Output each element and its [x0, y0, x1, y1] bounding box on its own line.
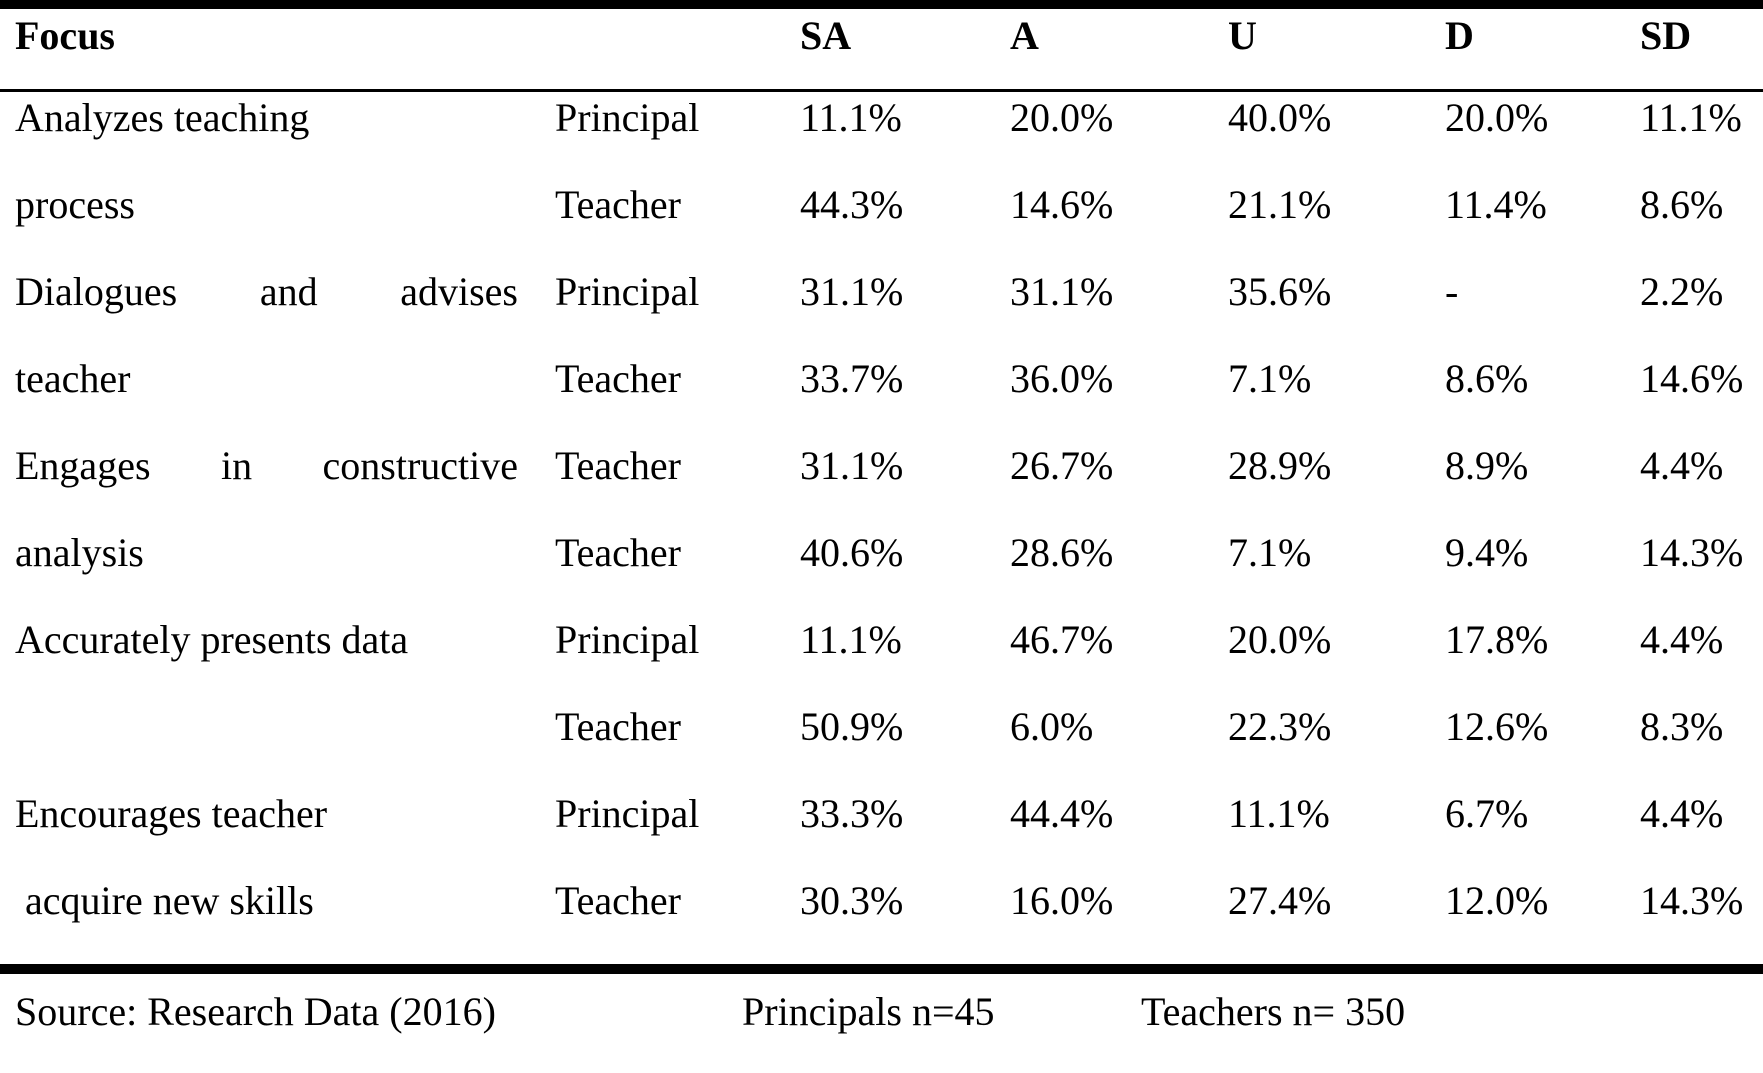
column-header-u: U	[1228, 13, 1257, 58]
table-row: acquire new skills Teacher 30.3% 16.0% 2…	[0, 875, 1763, 962]
value-cell: 2.2%	[1640, 269, 1724, 314]
value-cell: 31.1%	[800, 269, 904, 314]
role-cell: Teacher	[555, 530, 681, 575]
value-cell: 27.4%	[1228, 878, 1332, 923]
value-cell: 14.6%	[1640, 356, 1744, 401]
value-cell: 8.3%	[1640, 704, 1724, 749]
source-note: Source: Research Data (2016)	[15, 989, 496, 1034]
value-cell: 7.1%	[1228, 530, 1312, 575]
focus-cell: Analyzes teaching	[15, 95, 310, 140]
header-divider-line	[0, 89, 1763, 92]
role-cell: Teacher	[555, 356, 681, 401]
value-cell: 14.3%	[1640, 530, 1744, 575]
value-cell: 26.7%	[1010, 443, 1114, 488]
value-cell: 20.0%	[1228, 617, 1332, 662]
table-row: Analyzes teaching Principal 11.1% 20.0% …	[0, 92, 1763, 179]
value-cell: 28.6%	[1010, 530, 1114, 575]
value-cell: 33.3%	[800, 791, 904, 836]
value-cell: -	[1445, 269, 1459, 314]
table-top-border	[0, 0, 1763, 9]
value-cell: 8.6%	[1640, 182, 1724, 227]
role-cell: Principal	[555, 617, 700, 662]
focus-cell: acquire new skills	[15, 878, 314, 923]
value-cell: 20.0%	[1445, 95, 1549, 140]
value-cell: 8.9%	[1445, 443, 1529, 488]
value-cell: 40.6%	[800, 530, 904, 575]
value-cell: 35.6%	[1228, 269, 1332, 314]
column-header-a: A	[1010, 13, 1039, 58]
table-row: Engages in constructive Teacher 31.1% 26…	[0, 440, 1763, 527]
focus-cell	[0, 701, 540, 788]
value-cell: 28.9%	[1228, 443, 1332, 488]
value-cell: 8.6%	[1445, 356, 1529, 401]
value-cell: 21.1%	[1228, 182, 1332, 227]
table-footer: Source: Research Data (2016) Principals …	[0, 974, 1763, 1062]
value-cell: 17.8%	[1445, 617, 1549, 662]
focus-cell: analysis	[15, 530, 144, 575]
value-cell: 11.1%	[800, 617, 902, 662]
column-header-sd: SD	[1640, 13, 1692, 58]
value-cell: 12.6%	[1445, 704, 1549, 749]
value-cell: 30.3%	[800, 878, 904, 923]
focus-cell: Engages in constructive	[15, 443, 518, 488]
table-row: analysis Teacher 40.6% 28.6% 7.1% 9.4% 1…	[0, 527, 1763, 614]
value-cell: 44.3%	[800, 182, 904, 227]
table-row: Teacher 50.9% 6.0% 22.3% 12.6% 8.3%	[0, 701, 1763, 788]
value-cell: 31.1%	[1010, 269, 1114, 314]
value-cell: 22.3%	[1228, 704, 1332, 749]
value-cell: 9.4%	[1445, 530, 1529, 575]
column-header-focus: Focus	[15, 13, 115, 58]
value-cell: 6.0%	[1010, 704, 1094, 749]
value-cell: 14.3%	[1640, 878, 1744, 923]
role-cell: Teacher	[555, 704, 681, 749]
role-cell: Teacher	[555, 878, 681, 923]
value-cell: 11.1%	[1640, 95, 1742, 140]
value-cell: 16.0%	[1010, 878, 1114, 923]
focus-cell: Accurately presents data	[15, 617, 409, 662]
value-cell: 44.4%	[1010, 791, 1114, 836]
value-cell: 11.1%	[800, 95, 902, 140]
table-row: teacher Teacher 33.7% 36.0% 7.1% 8.6% 14…	[0, 353, 1763, 440]
value-cell: 4.4%	[1640, 791, 1724, 836]
value-cell: 4.4%	[1640, 617, 1724, 662]
table-header-row: Focus SA A U D SD	[0, 9, 1763, 89]
value-cell: 11.1%	[1228, 791, 1330, 836]
focus-cell: Dialogues and advises	[15, 269, 518, 314]
value-cell: 40.0%	[1228, 95, 1332, 140]
column-header-role	[540, 9, 785, 89]
focus-cell: Encourages teacher	[15, 791, 328, 836]
value-cell: 36.0%	[1010, 356, 1114, 401]
table-body: Analyzes teaching Principal 11.1% 20.0% …	[0, 92, 1763, 962]
role-cell: Teacher	[555, 443, 681, 488]
table-row: Accurately presents data Principal 11.1%…	[0, 614, 1763, 701]
value-cell: 33.7%	[800, 356, 904, 401]
value-cell: 31.1%	[800, 443, 904, 488]
table-row: process Teacher 44.3% 14.6% 21.1% 11.4% …	[0, 179, 1763, 266]
value-cell: 7.1%	[1228, 356, 1312, 401]
table-row: Dialogues and advises Principal 31.1% 31…	[0, 266, 1763, 353]
focus-cell: teacher	[15, 356, 131, 401]
focus-cell: process	[15, 182, 135, 227]
value-cell: 12.0%	[1445, 878, 1549, 923]
value-cell: 4.4%	[1640, 443, 1724, 488]
principals-count: Principals n=45	[742, 989, 995, 1034]
table-row: Encourages teacher Principal 33.3% 44.4%…	[0, 788, 1763, 875]
footer-divider-line	[0, 964, 1763, 974]
value-cell: 50.9%	[800, 704, 904, 749]
value-cell: 11.4%	[1445, 182, 1547, 227]
role-cell: Principal	[555, 269, 700, 314]
column-header-d: D	[1445, 13, 1474, 58]
role-cell: Principal	[555, 95, 700, 140]
teachers-count: Teachers n= 350	[1141, 989, 1406, 1034]
column-header-sa: SA	[800, 13, 852, 58]
value-cell: 46.7%	[1010, 617, 1114, 662]
role-cell: Teacher	[555, 182, 681, 227]
role-cell: Principal	[555, 791, 700, 836]
value-cell: 14.6%	[1010, 182, 1114, 227]
value-cell: 6.7%	[1445, 791, 1529, 836]
value-cell: 20.0%	[1010, 95, 1114, 140]
